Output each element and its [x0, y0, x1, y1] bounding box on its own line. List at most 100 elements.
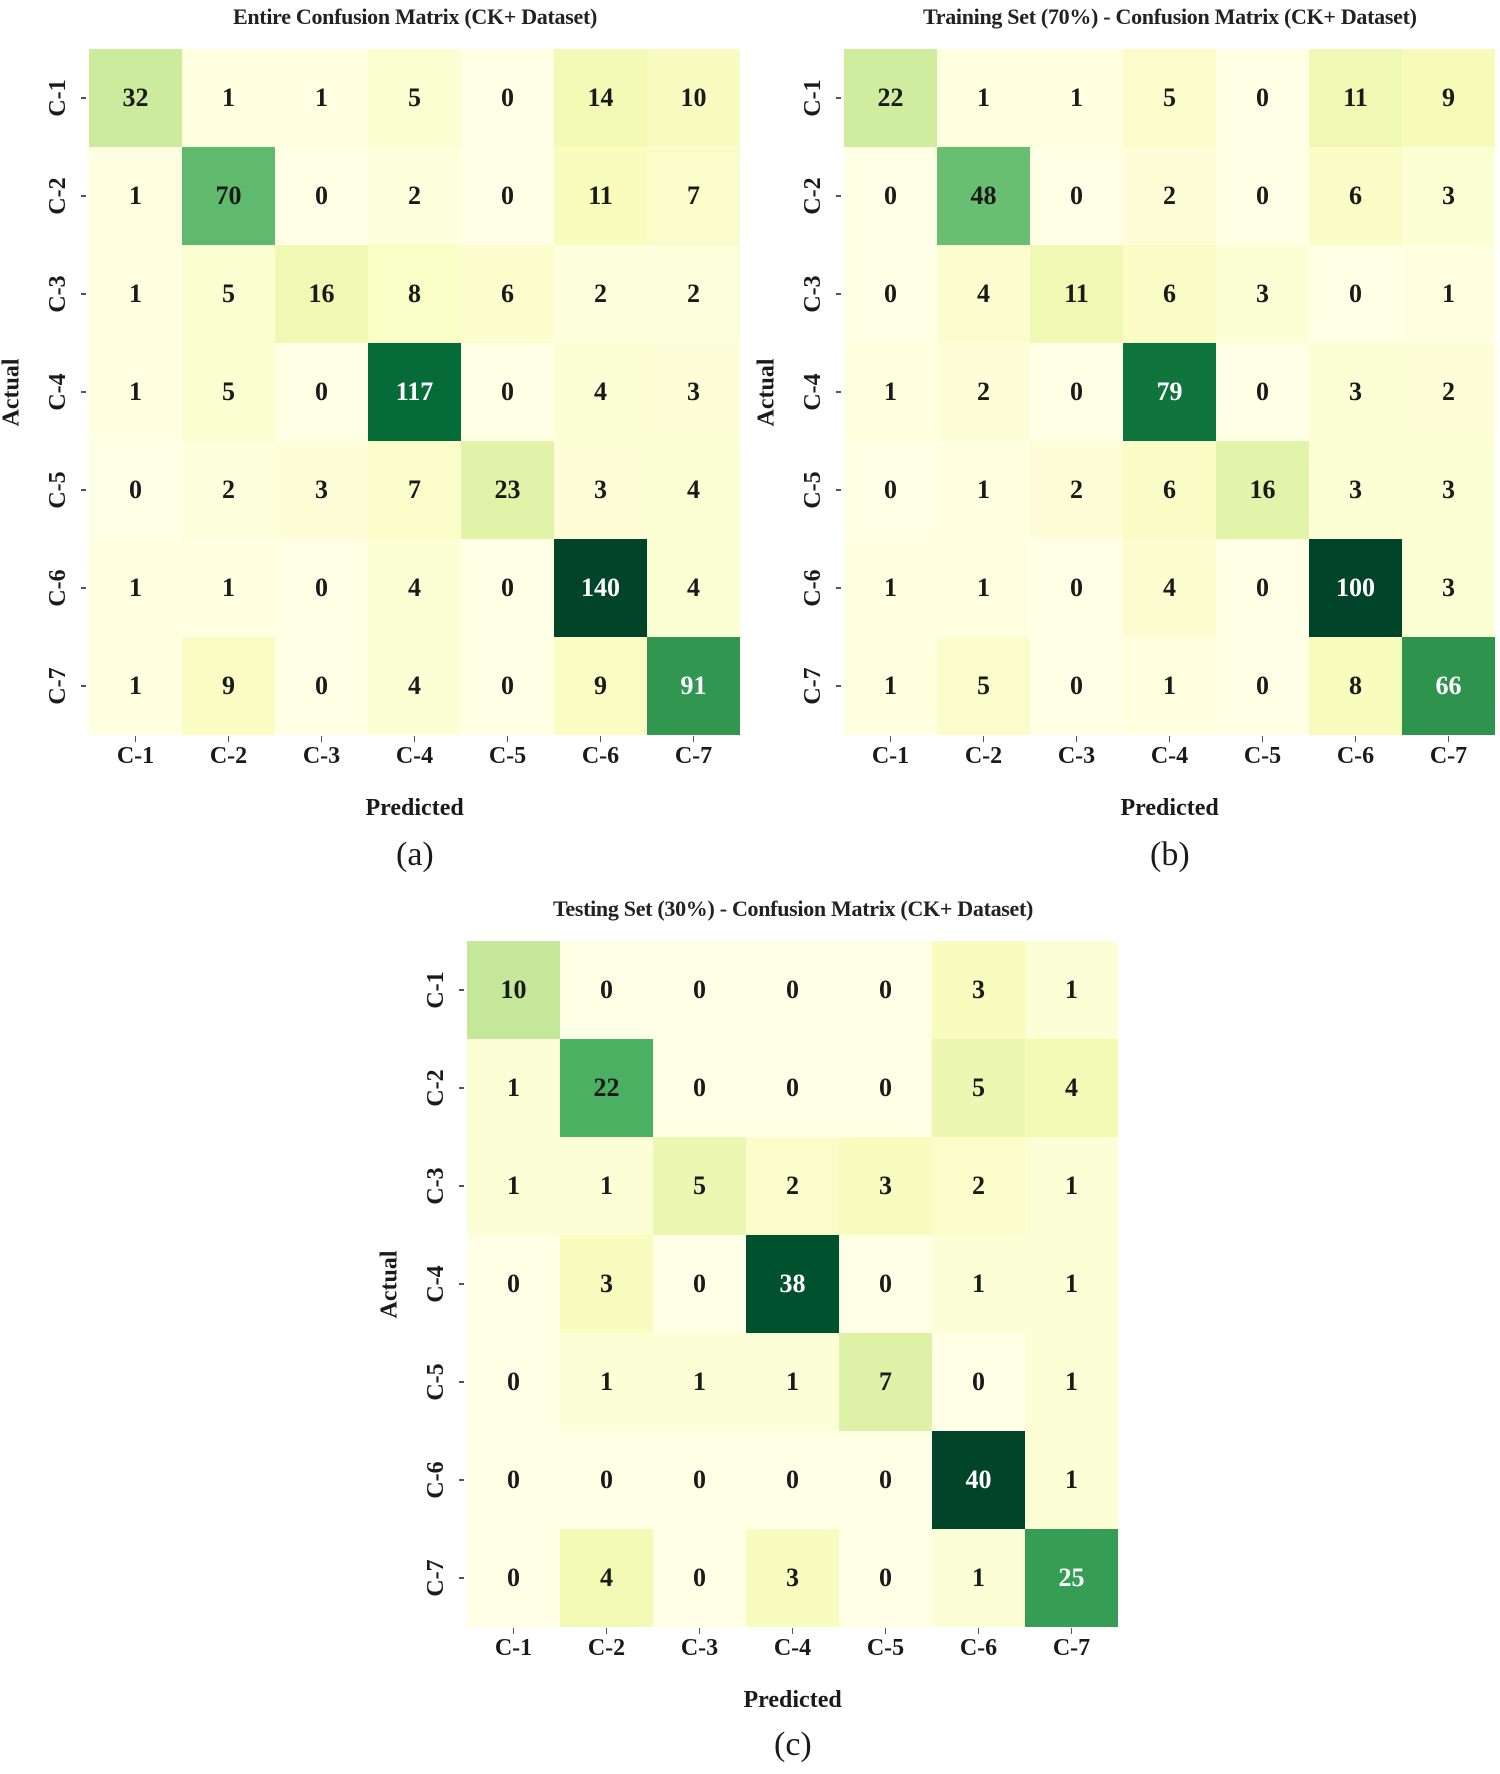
- x-tick-label: C-7: [1429, 743, 1468, 769]
- heatmap-cell: 0: [560, 1431, 653, 1529]
- y-tick-mark: [81, 97, 86, 99]
- x-tick-mark: [977, 1628, 979, 1634]
- y-tick-mark: [81, 489, 86, 491]
- x-tick-mark: [413, 736, 415, 742]
- x-tick-label: C-3: [302, 743, 341, 769]
- heatmap-cell: 3: [1402, 441, 1495, 539]
- heatmap-cell: 0: [932, 1333, 1025, 1431]
- heatmap-cell: 5: [1123, 49, 1216, 147]
- heatmap-cell: 4: [368, 539, 461, 637]
- heatmap-cell: 4: [647, 539, 740, 637]
- heatmap-cell: 6: [1123, 441, 1216, 539]
- y-tick-label: C-6: [423, 1461, 449, 1499]
- y-tick-mark: [836, 587, 841, 589]
- x-tick-label: C-1: [116, 743, 155, 769]
- x-tick-label: C-5: [866, 1635, 905, 1661]
- y-tick-mark: [836, 97, 841, 99]
- heatmap-cell: 1: [89, 147, 182, 245]
- heatmap-cell: 3: [1216, 245, 1309, 343]
- heatmap-cell: 11: [1030, 245, 1123, 343]
- x-tick-mark: [512, 1628, 514, 1634]
- heatmap-cell: 0: [1030, 539, 1123, 637]
- x-tick-label: C-2: [587, 1635, 626, 1661]
- heatmap-cell: 8: [1309, 637, 1402, 735]
- heatmap-cell: 2: [1030, 441, 1123, 539]
- heatmap-cell: 1: [937, 539, 1030, 637]
- heatmap-cell: 2: [368, 147, 461, 245]
- panel-caption: (b): [1150, 836, 1190, 873]
- x-tick-mark: [227, 736, 229, 742]
- heatmap-cell: 4: [647, 441, 740, 539]
- heatmap-cell: 32: [89, 49, 182, 147]
- x-tick-mark: [134, 736, 136, 742]
- y-tick-mark: [459, 1087, 464, 1089]
- heatmap-cell: 8: [368, 245, 461, 343]
- heatmap-cell: 10: [467, 941, 560, 1039]
- heatmap-cell: 22: [844, 49, 937, 147]
- y-tick-label: C-3: [45, 275, 71, 313]
- chart-title: Training Set (70%) - Confusion Matrix (C…: [923, 4, 1417, 29]
- y-tick-mark: [836, 685, 841, 687]
- x-tick-mark: [599, 736, 601, 742]
- heatmap-cell: 48: [937, 147, 1030, 245]
- heatmap-cell: 4: [1123, 539, 1216, 637]
- heatmap-cell: 5: [653, 1137, 746, 1235]
- x-tick-label: C-3: [680, 1635, 719, 1661]
- heatmap-cell: 0: [1216, 539, 1309, 637]
- y-tick-mark: [459, 1479, 464, 1481]
- panel-caption: (c): [774, 1726, 812, 1763]
- heatmap-cell: 0: [653, 1039, 746, 1137]
- heatmap-cell: 0: [1030, 147, 1123, 245]
- x-tick-mark: [320, 736, 322, 742]
- y-tick-label: C-6: [800, 569, 826, 607]
- heatmap-cell: 1: [1025, 1137, 1118, 1235]
- heatmap-cell: 38: [746, 1235, 839, 1333]
- x-tick-label: C-2: [964, 743, 1003, 769]
- heatmap-cell: 0: [461, 49, 554, 147]
- heatmap-cell: 2: [932, 1137, 1025, 1235]
- heatmap-cell: 4: [937, 245, 1030, 343]
- y-tick-label: C-2: [45, 177, 71, 215]
- x-tick-mark: [1447, 736, 1449, 742]
- heatmap-cell: 16: [1216, 441, 1309, 539]
- heatmap-cell: 0: [1216, 147, 1309, 245]
- heatmap-cell: 7: [839, 1333, 932, 1431]
- heatmap-cell: 2: [746, 1137, 839, 1235]
- y-tick-mark: [459, 1577, 464, 1579]
- heatmap-cell: 2: [1402, 343, 1495, 441]
- heatmap-cell: 1: [937, 49, 1030, 147]
- heatmap-cell: 66: [1402, 637, 1495, 735]
- heatmap-cell: 5: [932, 1039, 1025, 1137]
- y-tick-mark: [459, 989, 464, 991]
- heatmap-cell: 1: [275, 49, 368, 147]
- heatmap-cell: 0: [1216, 637, 1309, 735]
- heatmap-cell: 3: [839, 1137, 932, 1235]
- y-tick-label: C-7: [800, 667, 826, 705]
- x-tick-mark: [791, 1628, 793, 1634]
- y-axis-title: Actual: [376, 1250, 403, 1318]
- heatmap-cell: 9: [182, 637, 275, 735]
- x-tick-label: C-2: [209, 743, 248, 769]
- heatmap-cell: 1: [1025, 941, 1118, 1039]
- heatmap-cell: 0: [467, 1431, 560, 1529]
- heatmap-cell: 3: [560, 1235, 653, 1333]
- heatmap-cell: 0: [844, 245, 937, 343]
- heatmap-cell: 2: [554, 245, 647, 343]
- chart-title: Entire Confusion Matrix (CK+ Dataset): [233, 4, 597, 29]
- heatmap-cell: 0: [275, 343, 368, 441]
- heatmap-cell: 1: [844, 539, 937, 637]
- x-tick-mark: [982, 736, 984, 742]
- heatmap-cell: 0: [839, 1039, 932, 1137]
- y-tick-mark: [836, 391, 841, 393]
- heatmap-cell: 0: [653, 941, 746, 1039]
- y-tick-label: C-4: [45, 373, 71, 411]
- heatmap-cell: 0: [461, 637, 554, 735]
- heatmap-cell: 5: [368, 49, 461, 147]
- heatmap-cell: 4: [368, 637, 461, 735]
- heatmap-cell: 70: [182, 147, 275, 245]
- heatmap-cell: 1: [937, 441, 1030, 539]
- heatmap-cell: 3: [1309, 343, 1402, 441]
- x-tick-label: C-6: [959, 1635, 998, 1661]
- heatmap-cell: 0: [844, 147, 937, 245]
- panel-caption: (a): [396, 836, 434, 873]
